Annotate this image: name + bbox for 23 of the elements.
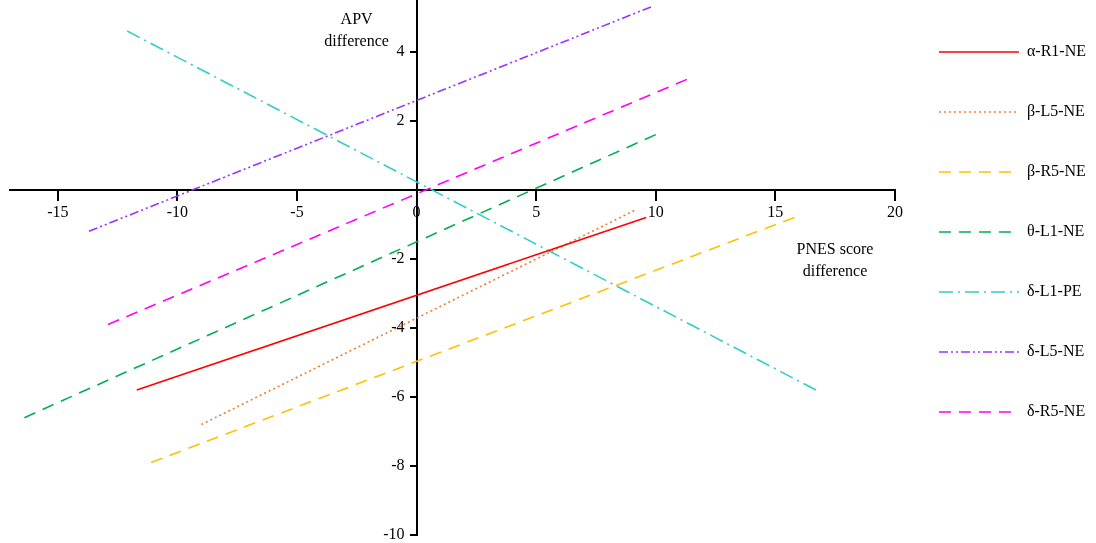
x-tick-label: 15 xyxy=(767,202,784,220)
x-tick-label: 20 xyxy=(886,202,903,220)
x-axis-title: PNES score difference xyxy=(796,240,874,280)
y-tick-label: -8 xyxy=(391,456,405,474)
legend-label: β-R5-NE xyxy=(1026,162,1086,181)
legend-label: θ-L1-NE xyxy=(1026,222,1085,240)
y-tick-label: -6 xyxy=(391,387,405,405)
y-tick-label: -4 xyxy=(391,318,405,336)
legend-label: α-R1-NE xyxy=(1026,42,1087,60)
x-tick-label: 10 xyxy=(647,202,664,220)
x-tick-label: -10 xyxy=(166,202,189,220)
x-tick-label: -15 xyxy=(47,202,69,220)
legend-label: δ-L5-NE xyxy=(1026,342,1085,360)
x-tick-label: -5 xyxy=(290,202,304,220)
x-tick-label: 5 xyxy=(532,202,541,220)
legend-label: δ-R5-NE xyxy=(1026,402,1086,420)
y-tick-label: -10 xyxy=(383,525,405,543)
y-tick-label: 4 xyxy=(396,41,405,59)
legend-label: β-L5-NE xyxy=(1026,102,1085,121)
y-axis-title: APV difference xyxy=(324,10,389,50)
legend-label: δ-L1-PE xyxy=(1026,282,1082,300)
y-tick-label: -2 xyxy=(391,249,405,267)
y-tick-label: 2 xyxy=(396,111,405,129)
